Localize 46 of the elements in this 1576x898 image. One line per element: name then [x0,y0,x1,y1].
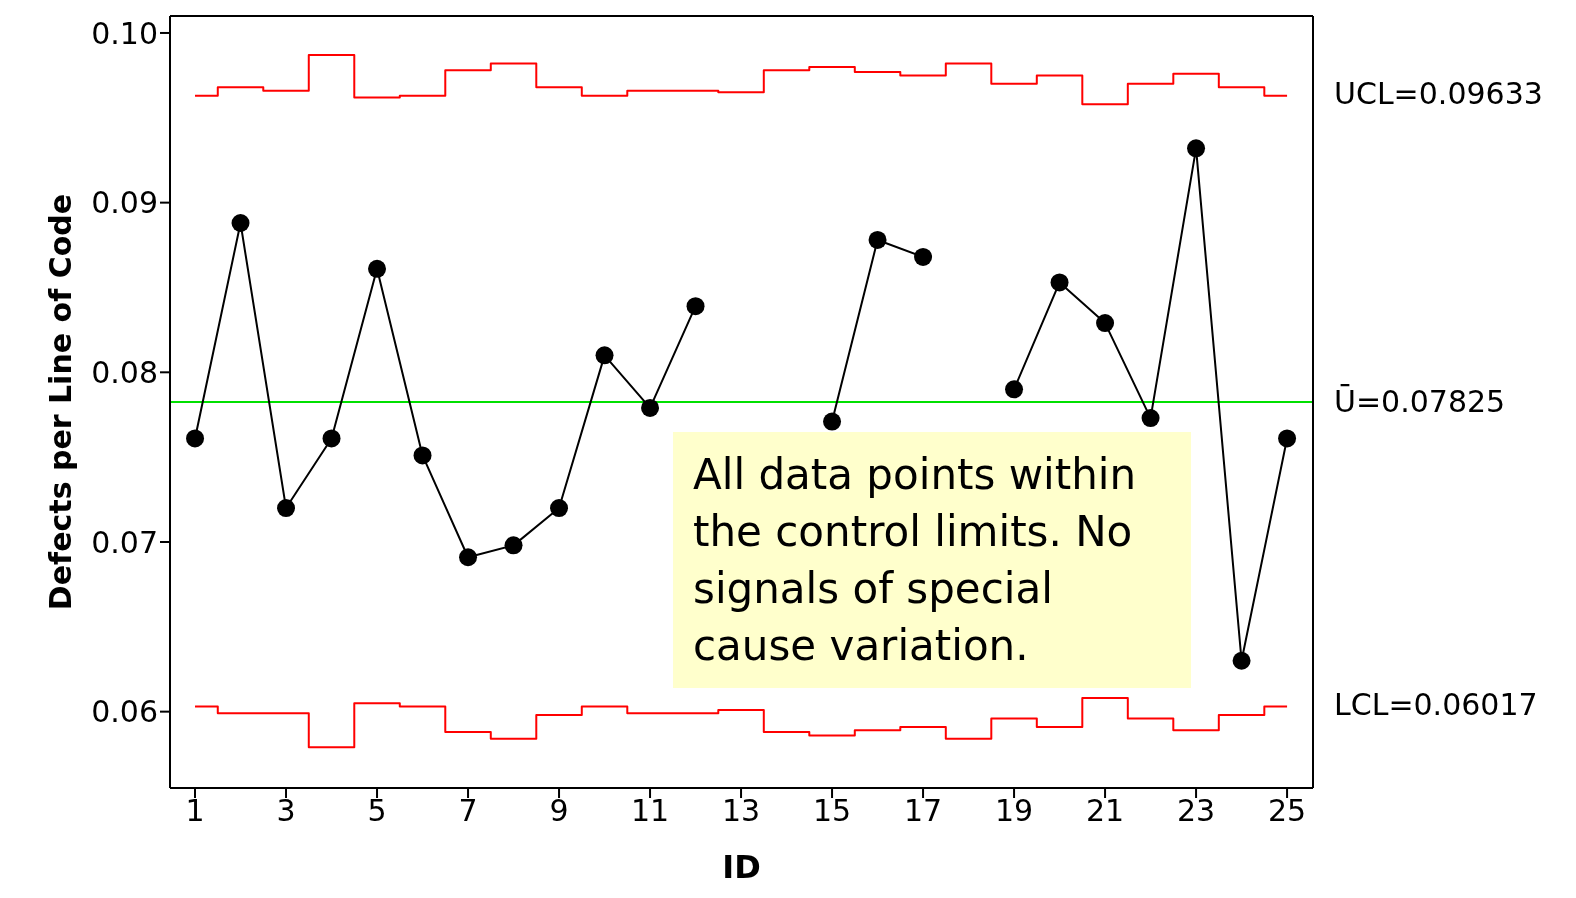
point [277,499,296,518]
point [595,346,614,365]
x-tick-label: 15 [812,793,852,829]
x-tick-label: 3 [276,793,296,829]
point [868,230,887,249]
point [1096,314,1115,333]
x-tick-label: 9 [549,793,569,829]
x-tick-label: 11 [630,793,670,829]
x-tick-label: 13 [721,793,761,829]
x-tick-label: 17 [903,793,943,829]
x-axis-title: ID [722,848,761,886]
y-tick-label: 0.09 [91,185,158,221]
annotation: All data points within the control limits. No signals of special cause variation. [673,432,1191,688]
series-label: UCL=0.09633 [1334,75,1543,111]
point [413,446,432,465]
point [1232,651,1251,670]
point [686,297,705,316]
point [1050,273,1069,292]
y-tick-label: 0.08 [91,354,158,390]
series-label: LCL=0.06017 [1334,686,1538,722]
x-tick-label: 5 [367,793,387,829]
point [914,247,933,266]
x-tick-label: 25 [1267,793,1307,829]
point [550,499,569,518]
y-tick-label: 0.07 [91,524,158,560]
y-tick-label: 0.06 [91,694,158,730]
point [1278,429,1297,448]
point [1187,139,1206,158]
point [186,429,205,448]
x-tick-label: 1 [185,793,205,829]
y-axis-title: Defects per Line of Code [42,193,78,611]
point [823,412,842,431]
point [1141,409,1160,428]
x-tick-label: 23 [1176,793,1216,829]
point [368,259,387,278]
point [1005,380,1024,399]
x-tick-label: 21 [1085,793,1125,829]
ref-line-label: Ū=0.07825 [1334,384,1506,419]
point [504,536,523,555]
point [322,429,341,448]
point [641,398,660,417]
x-tick-label: 7 [458,793,478,829]
point [231,214,250,232]
y-tick-label: 0.10 [91,15,158,51]
x-tick-label: 19 [994,793,1034,829]
point [459,548,478,567]
